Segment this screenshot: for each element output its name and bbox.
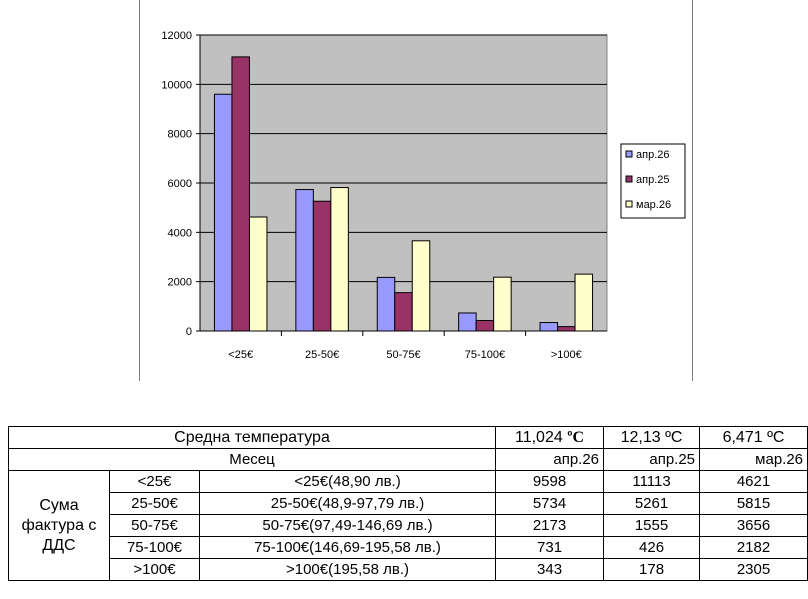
legend-label: апр.25 [636,174,669,186]
bar [493,276,512,332]
value-cell: 1555 [603,514,701,537]
value-cell: 11113 [603,470,701,493]
y-tick-label: 0 [186,326,192,338]
x-tick-label: <25€ [228,349,253,361]
value-cell: 9598 [495,470,605,493]
legend-swatch [625,200,633,208]
group-label: Сума фактура с ДДС [8,470,110,581]
value-cell: 426 [603,536,701,559]
legend-label: апр.26 [636,149,669,161]
chart-area: 0 2000 4000 6000 8000 10000 12000 <25€ 25-50€ 50-… [139,0,693,381]
range-cell: >100€ [109,558,200,581]
temperature-label: Средна температура [7,426,497,449]
value-cell: 5815 [699,492,808,515]
y-tick-label: 6000 [168,178,192,190]
x-tick-label: 50-75€ [386,349,420,361]
bar [376,276,396,332]
description-cell: 50-75€(97,49-146,69 лв.) [198,514,497,537]
month-header: апр.26 [495,448,605,471]
bar [475,319,495,332]
y-tick-label: 10000 [161,79,192,91]
month-row: Месец апр.26 апр.25 мар.26 [7,448,808,471]
bar [539,322,559,332]
table-row: >100€ >100€(195,58 лв.) 343 178 2305 [9,558,808,581]
table-row: 25-50€ 25-50€(48,9-97,79 лв.) 5734 5261 … [9,492,808,515]
description-cell: 25-50€(48,9-97,79 лв.) [198,492,497,515]
bar-chart: 0 2000 4000 6000 8000 10000 12000 <25€ 25-50€ 50-… [161,30,686,361]
value-cell: 5261 [603,492,701,515]
bar [248,216,268,332]
bar [213,93,233,332]
value-cell: 2173 [495,514,605,537]
description-cell: <25€(48,90 лв.) [198,470,497,493]
value-cell: 4621 [699,470,808,493]
y-tick-label: 2000 [168,277,192,289]
table-row: 75-100€ 75-100€(146,69-195,58 лв.) 731 4… [9,536,808,559]
bar [295,189,314,332]
range-cell: <25€ [109,470,200,493]
value-cell: 2305 [699,558,808,581]
bar [411,240,431,332]
value-cell: 343 [495,558,605,581]
value-cell: 3656 [699,514,808,537]
x-tick-label: 75-100€ [465,349,505,361]
bar [312,200,332,332]
table-row: Сума фактура с ДДС <25€ <25€(48,90 лв.) … [8,470,808,581]
range-cell: 25-50€ [109,492,200,515]
bar [557,326,576,332]
bar [394,292,413,332]
bar [330,187,349,332]
legend-swatch [625,150,633,158]
month-header: мар.26 [699,448,808,471]
range-cell: 75-100€ [109,536,200,559]
y-tick-label: 12000 [161,30,192,42]
month-header: апр.25 [603,448,701,471]
description-cell: 75-100€(146,69-195,58 лв.) [198,536,497,559]
legend-swatch [625,175,633,183]
month-label: Месец [7,448,497,471]
bar [458,312,477,332]
description-cell: >100€(195,58 лв.) [198,558,497,581]
bar [574,273,594,332]
value-cell: 731 [495,536,605,559]
range-cell: 50-75€ [109,514,200,537]
value-cell: 178 [603,558,701,581]
legend-label: мар.26 [636,199,671,211]
table-row: 50-75€ 50-75€(97,49-146,69 лв.) 2173 155… [9,514,808,537]
x-tick-label: >100€ [551,349,582,361]
value-cell: 5734 [495,492,605,515]
value-cell: 2182 [699,536,808,559]
y-tick-label: 4000 [168,227,192,239]
temperature-value: 12,13 ºC [603,426,701,449]
y-tick-label: 8000 [168,129,192,141]
temperature-value: 11,024 ºC [495,426,605,449]
bar [231,56,250,332]
statistics-table: Средна температура 11,024 ºC 12,13 ºC 6,… [7,426,808,581]
temperature-value: 6,471 ºC [699,426,808,449]
x-tick-label: 25-50€ [305,349,339,361]
temperature-row: Средна температура 11,024 ºC 12,13 ºC 6,… [7,426,808,449]
